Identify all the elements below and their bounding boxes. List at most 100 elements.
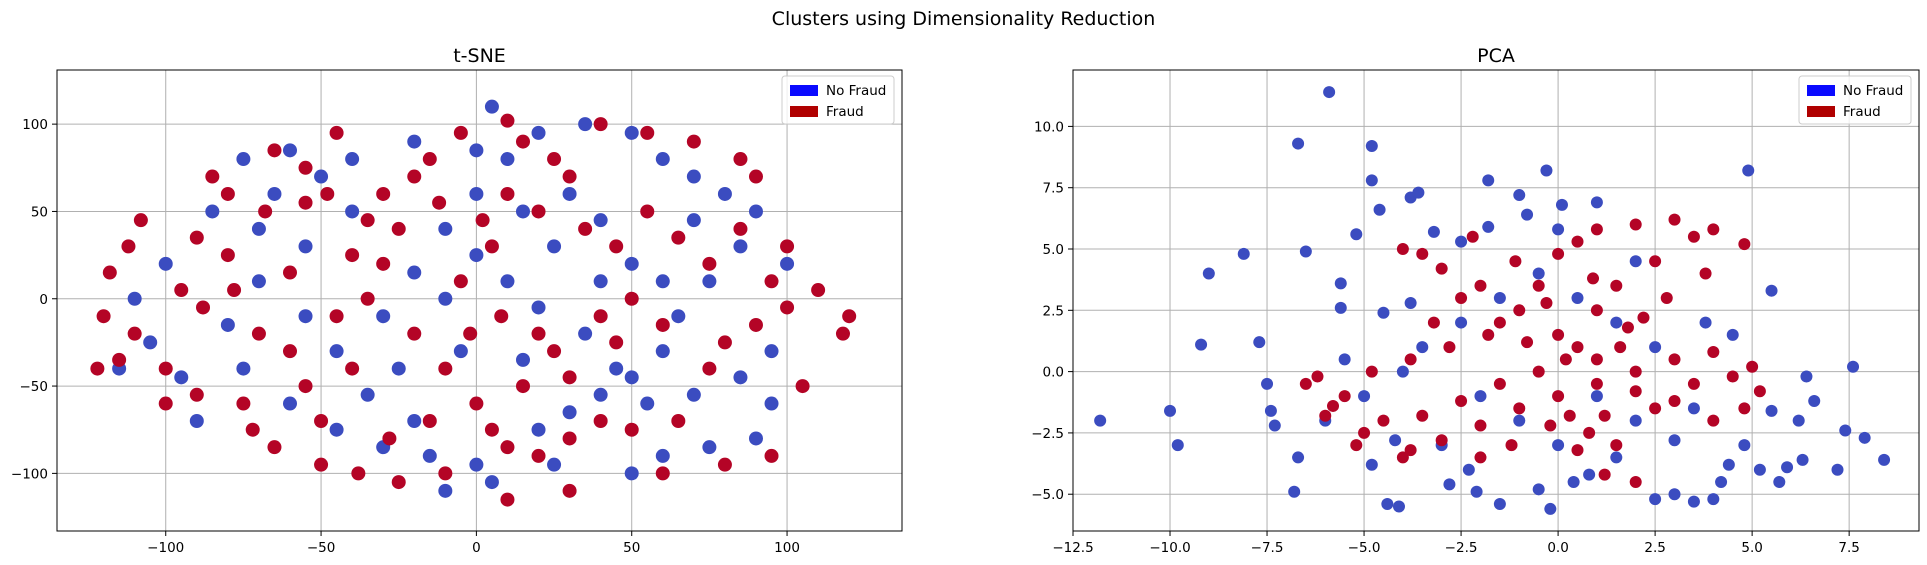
tsne-fraud-point: [733, 152, 748, 167]
tsne-fraud-point: [227, 283, 242, 298]
pca-fraud-point: [1707, 414, 1720, 427]
pca-no-fraud-point: [1493, 292, 1506, 305]
tsne-fraud-point: [764, 274, 779, 289]
pca-no-fraud-point: [1726, 328, 1739, 341]
tsne-no-fraud-point: [671, 309, 686, 324]
pca-grid: [1072, 70, 1919, 531]
tsne-fraud-point: [842, 309, 857, 324]
pca-fraud-point: [1571, 341, 1584, 354]
pca-no-fraud-point: [1350, 228, 1363, 241]
tsne-no-fraud-point: [686, 387, 701, 402]
pca-no-fraud-point: [1847, 360, 1860, 373]
pca-fraud-point: [1610, 439, 1623, 452]
pca-fraud-point: [1598, 409, 1611, 422]
pca-no-fraud-point: [1443, 478, 1456, 491]
pca-no-fraud-point: [1482, 220, 1495, 233]
pca-fraud-point: [1521, 336, 1534, 349]
pca-fraud-point: [1668, 213, 1681, 226]
pca-ytick-label: −2.5: [1031, 426, 1064, 442]
tsne-fraud-point: [453, 125, 468, 140]
tsne-no-fraud-point: [220, 317, 235, 332]
pca-ytick-label: 2.5: [1043, 303, 1064, 319]
tsne-no-fraud-point: [593, 274, 608, 289]
tsne-ytick-label: 50: [31, 204, 48, 220]
tsne-frame: [56, 69, 903, 532]
tsne-no-fraud-point: [748, 431, 763, 446]
tsne-fraud-point: [835, 326, 850, 341]
pca-no-fraud-point: [1808, 395, 1821, 408]
pca-no-fraud-point: [1338, 353, 1351, 366]
tsne-legend-swatch-fraud: [790, 106, 818, 117]
pca-no-fraud-point: [1377, 306, 1390, 319]
pca-fraud-point: [1629, 218, 1642, 231]
pca-ytick-label: −5.0: [1031, 487, 1064, 503]
pca-fraud-point: [1455, 292, 1468, 305]
tsne-xtick-label: 100: [774, 540, 800, 556]
pca-fraud-point: [1753, 385, 1766, 398]
tsne-fraud-point: [267, 143, 282, 158]
pca-fraud-point: [1571, 235, 1584, 248]
tsne-no-fraud-point: [764, 396, 779, 411]
tsne-fraud-point: [96, 309, 111, 324]
pca-fraud-point: [1427, 316, 1440, 329]
tsne-fraud-point: [717, 335, 732, 350]
pca-xtick-label: −2.5: [1445, 540, 1478, 556]
pca-no-fraud-point: [1288, 485, 1301, 498]
pca-no-fraud-point: [1373, 203, 1386, 216]
pca-no-fraud-point: [1668, 488, 1681, 501]
tsne-no-fraud-point: [764, 344, 779, 359]
tsne-no-fraud-point: [251, 274, 266, 289]
pca-no-fraud-point: [1094, 414, 1107, 427]
tsne-fraud-point: [686, 134, 701, 149]
pca-no-fraud-point: [1687, 402, 1700, 415]
tsne-fraud-point: [593, 413, 608, 428]
tsne-no-fraud-point: [345, 204, 360, 219]
tsne-no-fraud-point: [469, 186, 484, 201]
pca-fraud-point: [1571, 444, 1584, 457]
tsne-fraud-point: [562, 169, 577, 184]
tsne-no-fraud-point: [531, 422, 546, 437]
tsne-fraud-point: [671, 413, 686, 428]
pca-no-fraud-point: [1800, 370, 1813, 383]
pca-no-fraud-point: [1392, 500, 1405, 513]
tsne-fraud-point: [547, 152, 562, 167]
pca-no-fraud-point: [1792, 414, 1805, 427]
tsne-no-fraud-point: [593, 213, 608, 228]
pca-fraud-point: [1637, 311, 1650, 324]
tsne-fraud-point: [624, 291, 639, 306]
pca-fraud-point: [1746, 360, 1759, 373]
tsne-fraud-point: [500, 440, 515, 455]
pca-fraud-point: [1338, 390, 1351, 403]
pca-no-fraud-point: [1649, 493, 1662, 506]
pca-no-fraud-point: [1427, 225, 1440, 238]
pca-no-fraud-point: [1753, 463, 1766, 476]
pca-no-fraud-point: [1365, 174, 1378, 187]
pca-no-fraud-point: [1396, 365, 1409, 378]
tsne-fraud-point: [717, 457, 732, 472]
pca-fraud-point: [1610, 279, 1623, 292]
pca-no-fraud-point: [1164, 404, 1177, 417]
tsne-no-fraud-point: [500, 152, 515, 167]
tsne-no-fraud-point: [376, 309, 391, 324]
tsne-fraud-point: [438, 361, 453, 376]
pca-fraud-point: [1649, 255, 1662, 268]
tsne-no-fraud-point: [298, 309, 313, 324]
pca-no-fraud-point: [1555, 198, 1568, 211]
tsne-fraud-point: [267, 440, 282, 455]
pca-fraud-point: [1738, 402, 1751, 415]
tsne-no-fraud-point: [407, 265, 422, 280]
tsne-fraud-point: [702, 256, 717, 271]
tsne-fraud-point: [314, 457, 329, 472]
tsne-no-fraud-point: [655, 344, 670, 359]
pca-fraud-point: [1532, 279, 1545, 292]
pca-no-fraud-point: [1544, 502, 1557, 515]
pca-fraud-point: [1699, 267, 1712, 280]
pca-no-fraud-point: [1334, 301, 1347, 314]
pca-xtick-label: 2.5: [1644, 540, 1665, 556]
pca-fraud-point: [1587, 272, 1600, 285]
pca-no-fraud-point: [1858, 431, 1871, 444]
tsne-no-fraud-point: [578, 326, 593, 341]
tsne-fraud-point: [578, 221, 593, 236]
pca-fraud-point: [1668, 395, 1681, 408]
